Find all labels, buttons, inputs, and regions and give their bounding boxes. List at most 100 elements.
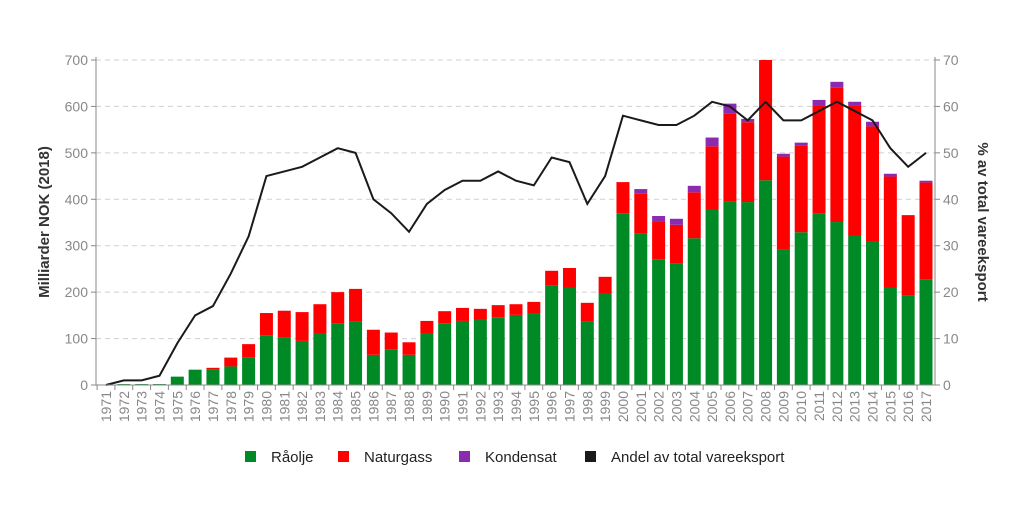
bar-naturgass-1991 xyxy=(456,307,470,321)
bar-kondensat-2013 xyxy=(848,101,862,106)
bar-naturgass-1996 xyxy=(545,270,559,286)
bar-kondensat-2005 xyxy=(705,137,719,147)
bar-kondensat-2017 xyxy=(919,180,933,183)
legend-swatch-1 xyxy=(338,451,349,462)
x-tick-label: 1994 xyxy=(508,391,524,422)
x-tick-label: 1985 xyxy=(348,391,364,422)
bar-råolje-1991 xyxy=(456,320,470,385)
bar-råolje-2013 xyxy=(848,235,862,385)
bar-naturgass-2005 xyxy=(705,146,719,210)
bar-råolje-2005 xyxy=(705,209,719,385)
x-tick-label: 2013 xyxy=(847,391,863,422)
bar-naturgass-1978 xyxy=(224,357,238,367)
bar-naturgass-2014 xyxy=(866,126,880,242)
bar-råolje-2015 xyxy=(883,287,897,385)
bar-naturgass-1979 xyxy=(242,344,256,358)
x-tick-label: 1996 xyxy=(544,391,560,422)
bar-råolje-1988 xyxy=(402,354,416,385)
x-tick-label: 2003 xyxy=(668,391,684,422)
x-tick-label: 1992 xyxy=(472,391,488,422)
x-tick-label: 1978 xyxy=(223,391,239,422)
bar-råolje-2017 xyxy=(919,279,933,385)
bar-råolje-1992 xyxy=(473,319,487,385)
bar-råolje-1985 xyxy=(349,321,363,385)
bar-råolje-2001 xyxy=(634,233,648,385)
bar-naturgass-2004 xyxy=(687,192,701,239)
y-tick-label-right: 60 xyxy=(943,98,959,114)
x-tick-label: 2014 xyxy=(865,391,881,422)
x-tick-label: 1986 xyxy=(365,391,381,422)
bar-naturgass-2003 xyxy=(669,224,683,264)
y-tick-label-right: 20 xyxy=(943,284,959,300)
x-tick-label: 1989 xyxy=(419,391,435,422)
bar-råolje-2003 xyxy=(669,263,683,385)
bar-naturgass-1983 xyxy=(313,304,327,334)
bar-råolje-2008 xyxy=(759,180,773,385)
bar-naturgass-2012 xyxy=(830,87,844,223)
bar-råolje-2004 xyxy=(687,238,701,385)
bar-råolje-1995 xyxy=(527,313,541,385)
x-tick-label: 2009 xyxy=(775,391,791,422)
y-tick-label-left: 0 xyxy=(80,377,88,393)
bar-naturgass-2008 xyxy=(759,60,773,181)
bar-naturgass-2001 xyxy=(634,193,648,234)
bar-kondensat-2015 xyxy=(883,173,897,177)
bar-kondensat-2006 xyxy=(723,103,737,114)
x-tick-label: 1973 xyxy=(134,391,150,422)
x-tick-label: 1990 xyxy=(437,391,453,422)
legend-label-3: Andel av total vareeksport xyxy=(611,449,785,466)
legend-swatch-2 xyxy=(459,451,470,462)
bar-naturgass-1982 xyxy=(295,312,309,341)
bar-råolje-1976 xyxy=(188,369,202,385)
x-tick-label: 1974 xyxy=(151,391,167,422)
x-tick-label: 2011 xyxy=(811,391,827,421)
bar-naturgass-1993 xyxy=(491,305,505,318)
y-tick-label-left: 400 xyxy=(65,191,89,207)
x-tick-label: 1983 xyxy=(312,391,328,422)
bar-naturgass-2007 xyxy=(741,122,755,203)
x-tick-label: 2010 xyxy=(793,391,809,422)
bar-råolje-1980 xyxy=(259,335,273,385)
x-tick-label: 1995 xyxy=(526,391,542,422)
x-tick-label: 2000 xyxy=(615,391,631,422)
y-tick-label-right: 40 xyxy=(943,191,959,207)
bar-naturgass-1990 xyxy=(438,311,452,324)
x-tick-label: 1987 xyxy=(383,391,399,422)
y-tick-label-left: 700 xyxy=(65,52,89,68)
bar-naturgass-2010 xyxy=(794,145,808,233)
bar-naturgass-1992 xyxy=(473,308,487,320)
bar-kondensat-2014 xyxy=(866,121,880,127)
legend-swatch-3 xyxy=(585,451,596,462)
bar-råolje-2012 xyxy=(830,222,844,385)
bar-naturgass-1985 xyxy=(349,288,363,322)
bar-kondensat-2012 xyxy=(830,81,844,88)
x-tick-label: 2001 xyxy=(633,391,649,422)
x-tick-label: 1993 xyxy=(490,391,506,422)
bar-naturgass-1986 xyxy=(366,329,380,355)
y-axis-title-left: Milliarder NOK (2018) xyxy=(36,146,53,298)
y-tick-label-right: 10 xyxy=(943,331,959,347)
x-tick-label: 1980 xyxy=(258,391,274,422)
x-tick-label: 2016 xyxy=(900,391,916,422)
bar-kondensat-2010 xyxy=(794,142,808,146)
x-tick-label: 1991 xyxy=(455,391,471,422)
x-tick-label: 1999 xyxy=(597,391,613,422)
x-tick-label: 2004 xyxy=(686,391,702,422)
legend-label-1: Naturgass xyxy=(364,449,432,466)
y-tick-label-left: 500 xyxy=(65,145,89,161)
bar-råolje-1986 xyxy=(366,354,380,385)
bar-råolje-1979 xyxy=(242,357,256,385)
x-tick-label: 1981 xyxy=(276,391,292,422)
x-tick-label: 1976 xyxy=(187,391,203,422)
x-tick-label: 2012 xyxy=(829,391,845,422)
bar-råolje-1982 xyxy=(295,340,309,385)
bar-råolje-2000 xyxy=(616,213,630,385)
bar-råolje-1997 xyxy=(562,287,576,385)
bar-råolje-2009 xyxy=(776,249,790,385)
x-tick-label: 2007 xyxy=(740,391,756,422)
bar-naturgass-1988 xyxy=(402,342,416,355)
y-tick-label-left: 600 xyxy=(65,98,89,114)
y-tick-label-left: 300 xyxy=(65,238,89,254)
bar-naturgass-1987 xyxy=(384,332,398,350)
